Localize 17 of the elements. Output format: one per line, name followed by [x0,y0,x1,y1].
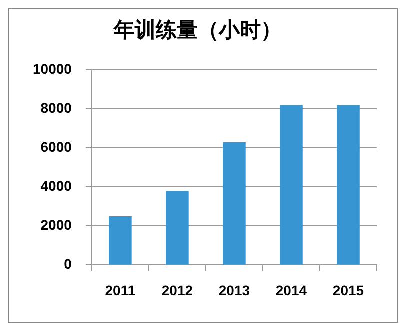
y-tick-label: 0 [64,256,72,272]
y-tick-label: 10000 [32,61,72,78]
bar [337,105,360,265]
x-tick-label: 2013 [218,282,250,298]
x-tick-label: 2014 [276,282,308,298]
y-tick-label: 4000 [40,178,72,194]
x-tick-label: 2015 [332,282,364,298]
bar [280,105,303,265]
bar [166,191,189,265]
bar [223,142,246,265]
x-tick-label: 2012 [162,282,194,298]
x-tick-label: 2011 [105,282,136,298]
y-tick-label: 6000 [40,139,72,156]
chart-title: 年训练量（小时） [113,18,282,42]
bar [109,216,132,265]
y-tick-label: 8000 [40,100,72,116]
y-tick-label: 2000 [40,217,72,234]
